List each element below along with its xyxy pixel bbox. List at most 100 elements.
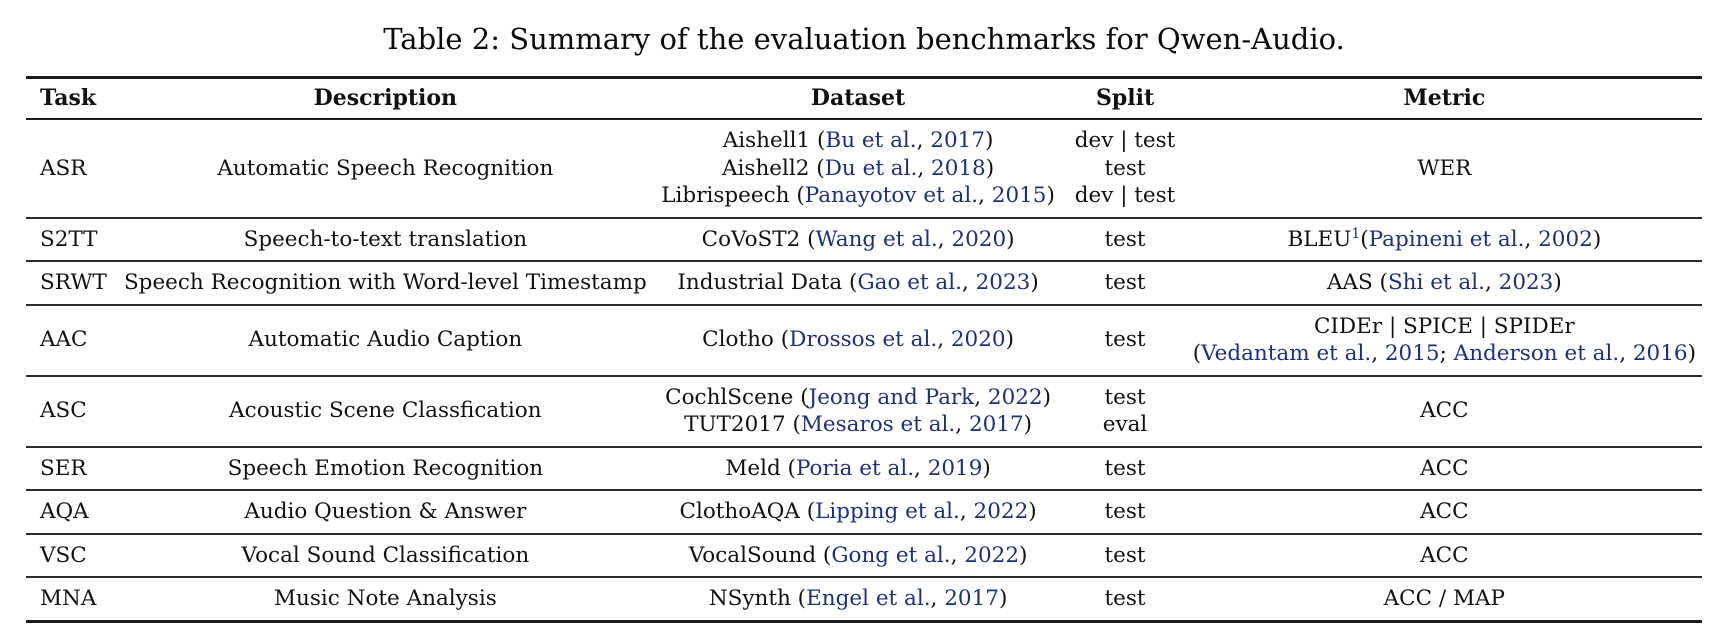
split-cell: dev | test test dev | test xyxy=(1063,119,1187,219)
table-header: Task Description Dataset Split Metric xyxy=(26,77,1702,120)
description-cell: Music Note Analysis xyxy=(118,577,653,621)
dataset-line: Aishell2 (Du et al., 2018) xyxy=(659,155,1058,183)
split-cell: test eval xyxy=(1063,375,1187,448)
column-header-description: Description xyxy=(117,77,653,120)
table-row: MNA Music Note Analysis NSynth (Engel et a… xyxy=(26,577,1702,621)
citation-link[interactable]: Drossos et al. xyxy=(789,327,938,353)
text-segment: SRWT xyxy=(40,270,107,296)
citation-link[interactable]: 2022 xyxy=(973,499,1029,525)
header-row: Task Description Dataset Split Metric xyxy=(26,77,1702,120)
metric-cell: WER xyxy=(1186,119,1702,219)
citation-link[interactable]: 2019 xyxy=(927,455,983,481)
text-segment: Industrial Data ( xyxy=(677,270,858,296)
citation-link[interactable]: Engel et al. xyxy=(806,586,931,612)
task-line: VSC xyxy=(40,542,112,570)
citation-link[interactable]: 2022 xyxy=(987,384,1043,410)
citation-link[interactable]: Bu et al. xyxy=(825,128,917,153)
text-segment: AQA xyxy=(40,499,89,525)
text-segment: ASR xyxy=(40,155,87,181)
citation-link[interactable]: 2017 xyxy=(968,412,1024,438)
citation-link[interactable]: 2017 xyxy=(930,128,986,153)
text-segment: Speech-to-text translation xyxy=(243,226,528,252)
text-segment: test xyxy=(1104,226,1146,252)
text-segment: dev | test xyxy=(1074,183,1176,209)
description-line: Audio Question & Answer xyxy=(124,498,647,526)
citation-link[interactable]: Anderson et al. xyxy=(1453,341,1620,367)
text-segment: ) xyxy=(1553,270,1562,296)
text-segment: ASC xyxy=(40,398,87,424)
text-segment: Librispeech ( xyxy=(661,183,805,209)
text-segment: Aishell1 ( xyxy=(722,128,826,153)
footnote-marker[interactable]: 1 xyxy=(1351,225,1361,242)
text-segment: , xyxy=(978,183,992,209)
dataset-line: Clotho (Drossos et al., 2020) xyxy=(659,326,1058,354)
citation-link[interactable]: 2023 xyxy=(975,270,1031,296)
text-segment: Automatic Audio Caption xyxy=(248,327,523,353)
citation-link[interactable]: Jeong and Park xyxy=(808,384,975,410)
citation-link[interactable]: Vedantam et al. xyxy=(1201,341,1372,367)
table-row: SER Speech Emotion Recognition Meld (Poria… xyxy=(26,446,1702,492)
text-segment: test xyxy=(1104,327,1146,353)
text-segment: CIDEr | SPICE | SPIDEr xyxy=(1313,313,1575,339)
citation-link[interactable]: Poria et al. xyxy=(795,455,915,481)
dataset-cell: Clotho (Drossos et al., 2020) xyxy=(652,304,1064,377)
task-line: SRWT xyxy=(40,269,112,297)
text-segment: , xyxy=(914,455,928,481)
text-segment: ) xyxy=(1030,270,1039,296)
citation-link[interactable]: Panayotov et al. xyxy=(804,183,979,209)
task-cell: S2TT xyxy=(26,217,118,263)
text-segment: , xyxy=(930,586,945,612)
text-segment: VSC xyxy=(40,542,87,568)
split-cell: test xyxy=(1063,304,1187,377)
description-cell: Automatic Speech Recognition xyxy=(117,119,653,219)
citation-link[interactable]: Wang et al. xyxy=(815,226,938,252)
description-line: Vocal Sound Classification xyxy=(124,542,647,570)
citation-link[interactable]: 2017 xyxy=(944,586,999,612)
text-segment: ) xyxy=(982,455,991,481)
text-segment: , xyxy=(959,499,974,525)
citation-link[interactable]: Gao et al. xyxy=(857,270,962,296)
citation-link[interactable]: Lipping et al. xyxy=(815,499,960,525)
text-segment: CochlScene ( xyxy=(665,384,809,410)
dataset-cell: CoVoST2 (Wang et al., 2020) xyxy=(652,217,1064,263)
citation-link[interactable]: 2015 xyxy=(991,183,1047,209)
text-segment: , xyxy=(950,542,965,568)
citation-link[interactable]: 2016 xyxy=(1632,341,1688,367)
split-line: test xyxy=(1069,585,1180,613)
metric-line: CIDEr | SPICE | SPIDEr xyxy=(1193,313,1696,341)
dataset-cell: Industrial Data (Gao et al., 2023) xyxy=(652,261,1064,306)
metric-line: BLEU1(Papineni et al., 2002) xyxy=(1193,226,1696,254)
dataset-cell: Aishell1 (Bu et al., 2017) Aishell2 (Du e… xyxy=(652,119,1064,219)
text-segment: ) xyxy=(1046,183,1055,209)
task-line: ASC xyxy=(40,397,112,425)
citation-link[interactable]: 2022 xyxy=(964,542,1020,568)
split-line: test xyxy=(1069,498,1180,526)
citation-link[interactable]: 2020 xyxy=(950,327,1006,353)
text-segment: Clotho ( xyxy=(702,327,790,353)
citation-link[interactable]: Du et al. xyxy=(824,155,918,181)
metric-cell: AAS (Shi et al., 2023) xyxy=(1186,261,1702,306)
description-line: Speech Recognition with Word-level Times… xyxy=(124,269,647,297)
citation-link[interactable]: 2018 xyxy=(931,155,986,181)
citation-link[interactable]: Mesaros et al. xyxy=(800,412,956,438)
citation-link[interactable]: 2023 xyxy=(1498,270,1554,296)
task-cell: ASR xyxy=(26,119,118,219)
text-segment: Vocal Sound Classification xyxy=(241,542,530,568)
split-line: test xyxy=(1069,542,1180,570)
citation-link[interactable]: Gong et al. xyxy=(831,542,951,568)
text-segment: ) xyxy=(1687,341,1696,367)
task-cell: MNA xyxy=(26,577,118,621)
citation-link[interactable]: Papineni et al. xyxy=(1368,226,1525,252)
text-segment: test xyxy=(1104,270,1146,296)
text-segment: CoVoST2 ( xyxy=(701,226,816,252)
metric-cell: BLEU1(Papineni et al., 2002) xyxy=(1186,217,1702,263)
split-line: dev | test xyxy=(1069,127,1180,155)
citation-link[interactable]: Shi et al. xyxy=(1387,270,1485,296)
text-segment: ACC / MAP xyxy=(1383,586,1506,612)
citation-link[interactable]: 2020 xyxy=(951,226,1007,252)
column-header-dataset: Dataset xyxy=(652,77,1064,120)
description-line: Automatic Speech Recognition xyxy=(124,155,647,183)
citation-link[interactable]: 2002 xyxy=(1538,226,1593,252)
citation-link[interactable]: 2015 xyxy=(1384,341,1440,367)
text-segment: S2TT xyxy=(40,226,98,252)
